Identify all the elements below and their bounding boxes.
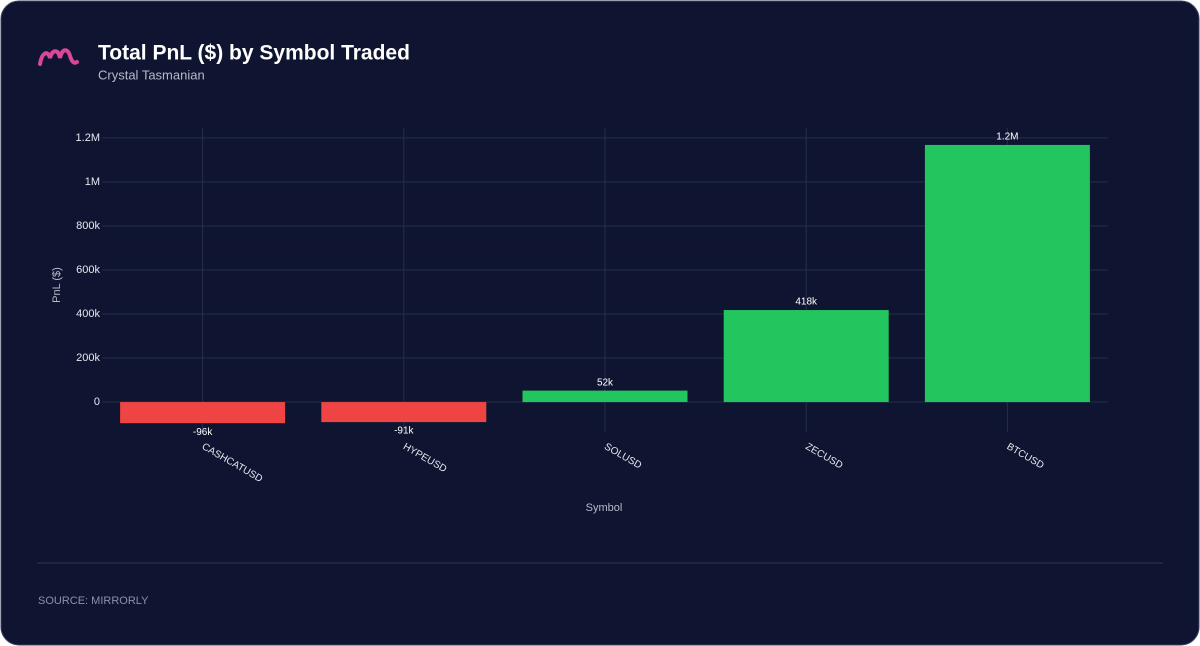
y-tick-label: 0: [94, 396, 100, 408]
bar: [723, 310, 889, 403]
value-label: 52k: [597, 377, 614, 388]
y-axis-title: PnL ($): [51, 267, 63, 303]
x-axis-title: Symbol: [586, 502, 623, 514]
chart-subtitle: Crystal Tasmanian: [98, 67, 205, 82]
y-tick-label: 600k: [76, 264, 100, 276]
bar: [522, 390, 688, 403]
y-tick-label: 800k: [76, 220, 100, 232]
bar: [924, 144, 1090, 403]
bar: [321, 402, 487, 423]
source-note: SOURCE: MIRRORLY: [38, 595, 149, 607]
value-label: -96k: [193, 427, 213, 438]
value-label: 1.2M: [996, 132, 1018, 143]
bar: [120, 402, 286, 424]
y-tick-label: 1.2M: [76, 132, 100, 144]
y-tick-label: 400k: [76, 308, 100, 320]
chart-title: Total PnL ($) by Symbol Traded: [98, 42, 410, 65]
value-label: -91k: [394, 426, 414, 437]
y-tick-label: 1M: [85, 176, 100, 188]
logo: [38, 48, 79, 66]
value-label: 418k: [795, 297, 818, 308]
y-tick-label: 200k: [76, 352, 100, 364]
